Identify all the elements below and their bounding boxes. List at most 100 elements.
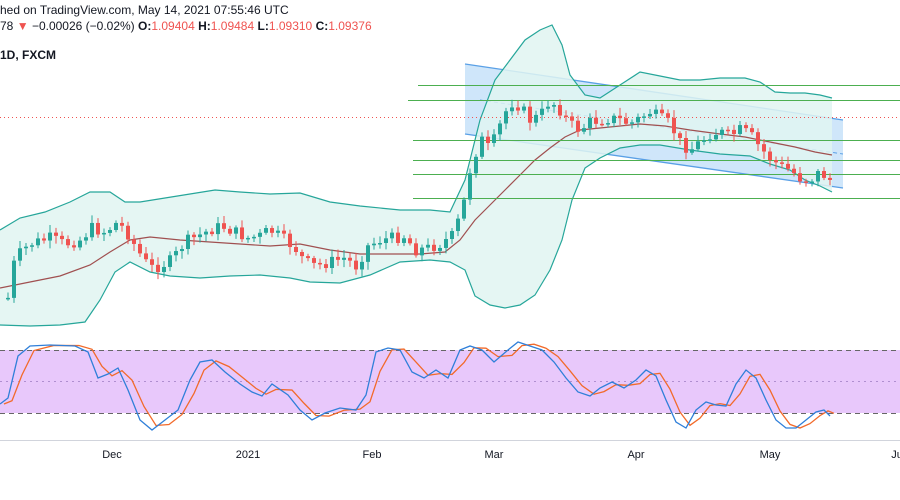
candle-body-73 — [444, 239, 448, 248]
candle-body-91 — [552, 105, 556, 107]
candle-body-90 — [546, 106, 550, 109]
x-tick-label-6: Ju — [891, 449, 900, 461]
candle-body-11 — [72, 245, 76, 248]
candle-body-5 — [36, 238, 40, 246]
symbol-label: 1D, FXCM — [0, 48, 57, 62]
candle-body-10 — [66, 239, 70, 246]
candle-body-30 — [186, 234, 190, 250]
candle-body-27 — [168, 255, 172, 267]
candle-body-74 — [450, 231, 454, 240]
candle-body-76 — [462, 199, 466, 219]
candle-body-2 — [18, 248, 22, 261]
candle-body-116 — [702, 140, 706, 142]
candle-body-37 — [228, 228, 232, 234]
candle-body-133 — [804, 181, 808, 183]
candle-body-51 — [312, 258, 316, 263]
candle-body-78 — [474, 156, 478, 174]
candle-body-22 — [138, 243, 142, 254]
candle-body-127 — [768, 151, 772, 161]
candle-body-25 — [156, 264, 160, 273]
change-value: −0.00026 (−0.02%) — [31, 19, 135, 33]
candle-body-48 — [294, 247, 298, 253]
candle-body-72 — [438, 247, 442, 251]
candle-body-3 — [24, 246, 28, 249]
candle-body-118 — [714, 134, 718, 140]
stochastic-panel — [0, 341, 900, 431]
candle-body-57 — [348, 257, 352, 261]
open-value: 1.09404 — [151, 19, 195, 33]
candles — [6, 99, 832, 303]
candle-body-69 — [420, 247, 424, 256]
candle-body-33 — [204, 231, 208, 235]
candle-body-19 — [120, 222, 124, 226]
candle-body-60 — [366, 245, 370, 262]
candle-body-39 — [240, 227, 244, 240]
high-label: H: — [198, 19, 211, 33]
candle-body-46 — [282, 230, 286, 234]
candle-body-18 — [114, 222, 118, 230]
candle-body-36 — [222, 223, 226, 229]
candle-body-87 — [528, 106, 532, 123]
candle-body-17 — [108, 229, 112, 233]
candle-body-136 — [822, 171, 826, 178]
candle-body-63 — [384, 238, 388, 244]
candle-body-49 — [300, 252, 304, 257]
candle-body-75 — [456, 218, 460, 232]
candle-body-53 — [324, 264, 328, 269]
candle-body-40 — [246, 237, 250, 240]
candle-body-4 — [30, 245, 34, 247]
candle-body-24 — [150, 259, 154, 265]
candle-body-125 — [756, 132, 760, 145]
candle-body-94 — [570, 116, 574, 121]
candle-body-71 — [432, 244, 436, 251]
candle-body-21 — [132, 239, 136, 244]
candle-body-70 — [426, 244, 430, 248]
candle-body-7 — [48, 232, 52, 241]
candle-body-85 — [516, 107, 520, 111]
candle-body-134 — [810, 181, 814, 183]
candle-body-111 — [672, 117, 676, 134]
candle-body-124 — [750, 128, 754, 133]
candle-body-0 — [6, 297, 10, 300]
candle-body-42 — [258, 232, 262, 237]
candle-body-130 — [786, 163, 790, 169]
stoch-k-line — [0, 341, 831, 431]
candle-body-26 — [162, 266, 166, 273]
candle-body-128 — [774, 160, 778, 163]
low-label: L: — [257, 19, 269, 33]
candle-body-123 — [744, 125, 748, 129]
candle-body-88 — [534, 114, 538, 123]
x-tick-label-3: Mar — [485, 449, 504, 461]
candle-body-15 — [96, 222, 100, 235]
candle-body-80 — [486, 136, 490, 144]
candle-body-20 — [126, 225, 130, 240]
candle-body-66 — [402, 238, 406, 243]
candle-body-28 — [174, 251, 178, 256]
candle-body-13 — [84, 237, 88, 241]
candle-body-129 — [780, 162, 784, 164]
candle-body-47 — [288, 233, 292, 248]
candle-body-93 — [564, 115, 568, 118]
candle-body-31 — [192, 234, 196, 238]
candle-body-1 — [12, 260, 16, 298]
candle-body-23 — [144, 253, 148, 260]
change-arrow-icon: ▼ — [16, 19, 29, 33]
candle-body-83 — [504, 111, 508, 124]
bollinger-basis — [0, 123, 833, 289]
candle-body-38 — [234, 227, 238, 234]
candle-body-135 — [816, 171, 820, 182]
candle-body-43 — [264, 228, 268, 233]
candle-body-98 — [594, 117, 598, 124]
candle-body-8 — [54, 232, 58, 236]
candle-body-101 — [612, 115, 616, 124]
candle-body-44 — [270, 228, 274, 233]
candle-body-64 — [390, 232, 394, 239]
candle-body-115 — [696, 141, 700, 150]
high-value: 1.09484 — [210, 19, 255, 33]
stoch-d-line — [3, 343, 835, 429]
x-axis: Dec 2021 Feb Mar Apr May Ju — [0, 440, 900, 461]
candle-body-107 — [648, 113, 652, 117]
ohlc-line: 78 ▼ −0.00026 (−0.02%) O:1.09404 H:1.094… — [0, 19, 372, 33]
bollinger-bands — [0, 24, 833, 327]
